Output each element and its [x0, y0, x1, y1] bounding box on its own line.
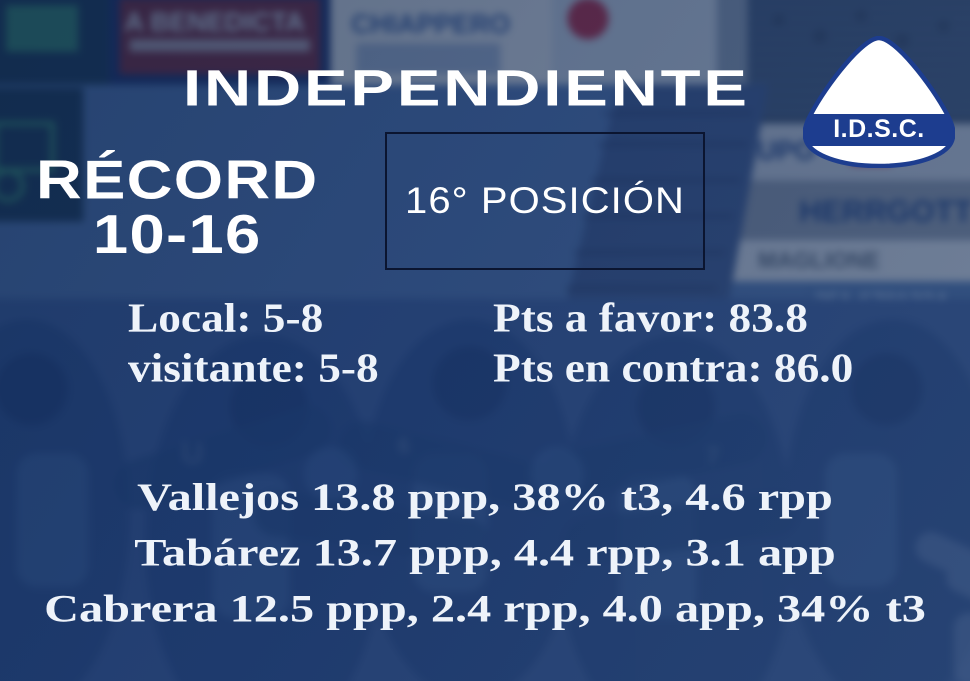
- svg-text:I.D.S.C.: I.D.S.C.: [833, 115, 925, 143]
